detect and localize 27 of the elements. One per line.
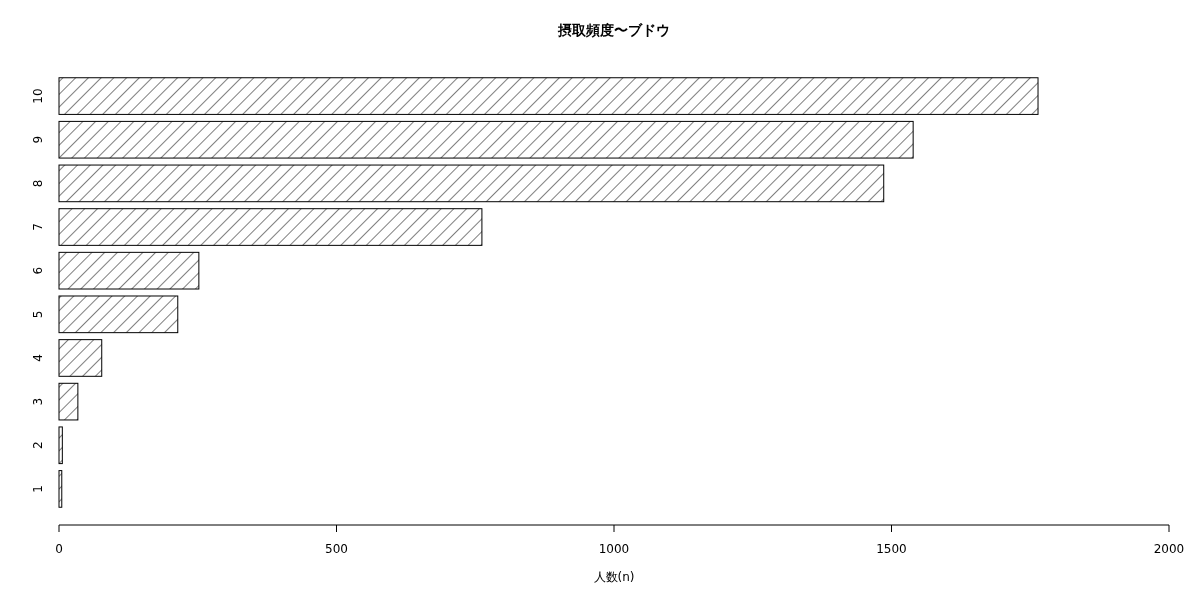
bar <box>58 164 885 203</box>
y-tick-label: 3 <box>31 397 45 406</box>
x-tick-label: 2000 <box>1153 542 1185 556</box>
bar <box>58 295 179 334</box>
bar <box>58 470 63 508</box>
x-axis-title: 人数(n) <box>593 570 635 584</box>
y-tick-label: 5 <box>31 310 45 319</box>
y-tick-label: 2 <box>31 441 45 450</box>
x-tick-label: 1500 <box>876 542 907 556</box>
chart-title: 摂取頻度〜ブドウ <box>557 22 670 38</box>
y-tick-label: 10 <box>31 88 45 104</box>
y-tick-label: 6 <box>31 266 45 275</box>
y-tick-label: 8 <box>31 179 45 188</box>
bar <box>58 251 200 290</box>
y-tick-label: 4 <box>31 354 45 362</box>
bar <box>58 426 63 465</box>
y-tick-label: 9 <box>31 135 45 144</box>
x-tick-label: 1000 <box>598 542 630 556</box>
bar <box>58 382 79 421</box>
bar <box>58 208 483 246</box>
bar <box>58 77 1039 115</box>
y-tick-label: 1 <box>31 485 45 493</box>
bar <box>58 339 103 377</box>
y-tick-label: 7 <box>31 223 45 231</box>
x-tick-label: 500 <box>325 542 348 556</box>
x-tick-label: 0 <box>55 542 63 556</box>
bar <box>58 120 914 159</box>
